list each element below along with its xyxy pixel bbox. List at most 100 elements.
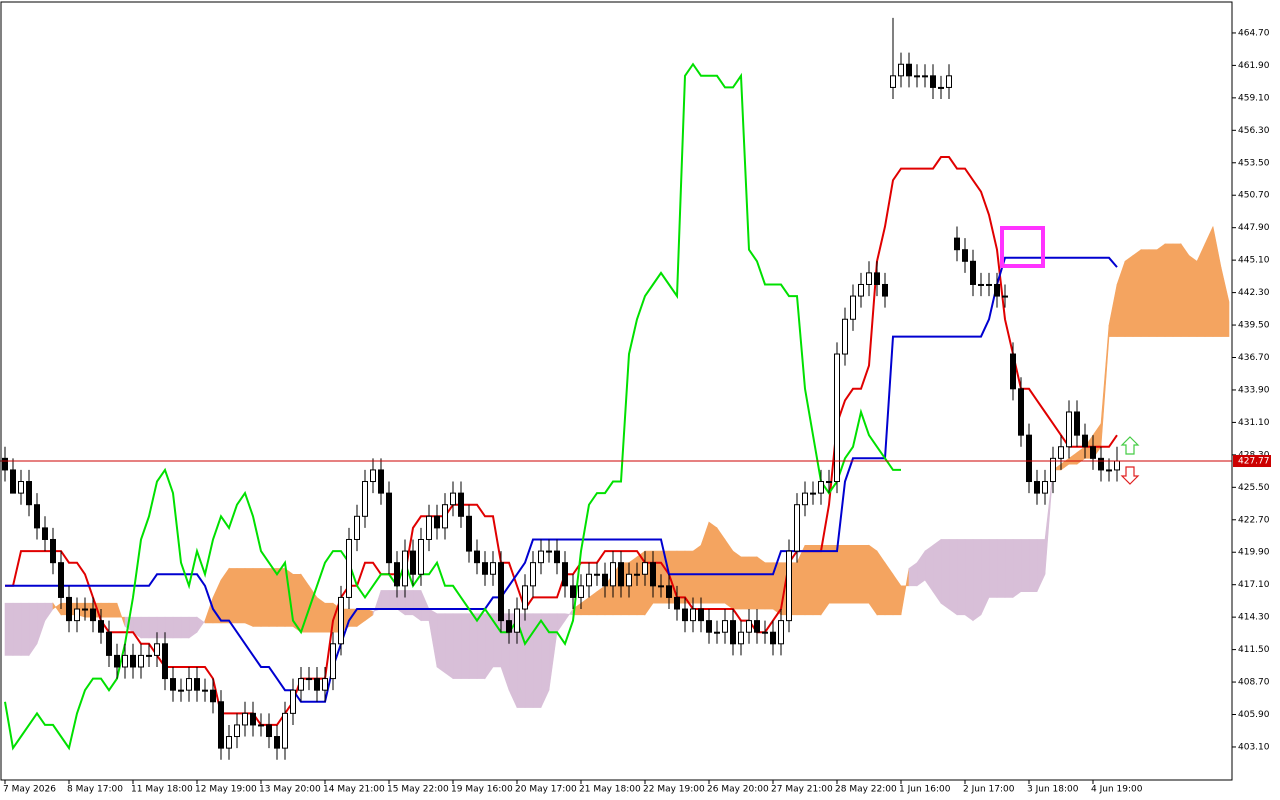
cloud-segment — [244, 568, 254, 627]
candle-body — [770, 631, 776, 645]
candle-body — [986, 283, 992, 286]
candle-body — [10, 469, 16, 494]
candle-body — [506, 620, 512, 633]
cloud-segment — [460, 613, 470, 679]
x-tick-label: 22 May 19:00 — [643, 785, 705, 795]
cloud-segment — [476, 613, 486, 679]
candle-body — [354, 515, 360, 540]
candle-body — [658, 585, 664, 588]
cloud-segment — [708, 521, 718, 604]
candle-body — [1106, 469, 1112, 472]
candle-body — [810, 492, 816, 495]
cloud-segment — [180, 616, 190, 639]
x-tick-label: 2 Jun 17:00 — [963, 785, 1015, 795]
candle-body — [290, 689, 296, 714]
candle-body — [114, 654, 120, 668]
candle-body — [450, 492, 456, 506]
cloud-segment — [1148, 249, 1158, 337]
candle-body — [130, 654, 136, 668]
cloud-segment — [804, 544, 814, 616]
candle-body — [362, 481, 368, 517]
cloud-segment — [1124, 254, 1134, 337]
cloud-segment — [972, 539, 982, 622]
cloud-segment — [716, 526, 726, 604]
candle-body — [186, 678, 192, 691]
candle-body — [178, 689, 184, 692]
x-tick-label: 19 May 16:00 — [451, 785, 513, 795]
cloud-segment — [1204, 226, 1214, 337]
candle-body — [762, 631, 768, 634]
candle-body — [274, 736, 280, 749]
candle-body — [1114, 460, 1120, 471]
candle-body — [50, 538, 56, 564]
x-tick-label: 12 May 19:00 — [195, 785, 257, 795]
y-tick-label: 411.50 — [1238, 645, 1270, 655]
candle-body — [802, 492, 808, 506]
candle-body — [90, 608, 96, 622]
candle-body — [250, 712, 256, 726]
cloud-segment — [20, 602, 30, 656]
candle-body — [1050, 457, 1056, 483]
candle-body — [338, 596, 344, 645]
candle-body — [594, 573, 600, 576]
candle-body — [634, 573, 640, 576]
candle-body — [626, 573, 632, 587]
candle-body — [330, 643, 336, 680]
candle-body — [306, 678, 312, 681]
cloud-segment — [468, 613, 478, 679]
candle-body — [730, 620, 736, 645]
x-tick-label: 11 May 18:00 — [131, 785, 193, 795]
cloud-segment — [172, 616, 182, 639]
candle-body — [314, 678, 320, 691]
cloud-segment — [252, 568, 262, 627]
candle-body — [698, 608, 704, 622]
candle-body — [874, 272, 880, 285]
candle-body — [890, 75, 896, 88]
candle-body — [954, 237, 960, 251]
cloud-segment — [1156, 243, 1166, 337]
y-tick-label: 447.90 — [1238, 223, 1270, 233]
cloud-segment — [404, 590, 414, 616]
cloud-segment — [140, 616, 150, 639]
candle-body — [1082, 434, 1088, 448]
candle-body — [898, 63, 904, 77]
candle-body — [474, 550, 480, 564]
cloud-segment — [1028, 539, 1038, 592]
candle-body — [1034, 481, 1040, 494]
candle-body — [410, 550, 416, 575]
candle-body — [234, 724, 240, 738]
candle-body — [226, 736, 232, 749]
y-tick-label: 436.70 — [1238, 353, 1270, 363]
cloud-segment — [260, 568, 270, 627]
candle-body — [1018, 388, 1024, 436]
candle-body — [194, 678, 200, 691]
x-tick-label: 28 May 22:00 — [835, 785, 897, 795]
candle-body — [826, 481, 832, 484]
cloud-segment — [436, 613, 446, 674]
candle-body — [610, 562, 616, 587]
up-arrow — [1120, 436, 1140, 455]
cloud-segment — [732, 550, 742, 610]
candle-body — [650, 562, 656, 587]
candle-body — [922, 75, 928, 78]
candle-body — [242, 712, 248, 726]
x-tick-label: 1 Jun 16:00 — [899, 785, 951, 795]
cloud-segment — [148, 616, 158, 639]
y-tick-label: 405.90 — [1238, 710, 1270, 720]
y-tick-label: 417.10 — [1238, 580, 1270, 590]
indicator-line — [5, 156, 1118, 726]
candle-body — [970, 260, 976, 285]
cloud-segment — [844, 544, 854, 604]
y-tick-label: 422.70 — [1238, 515, 1270, 525]
candle-body — [202, 689, 208, 692]
cloud-segment — [868, 544, 878, 616]
cloud-segment — [964, 539, 974, 622]
cloud-segment — [380, 590, 390, 610]
candle-body — [498, 562, 504, 622]
candle-body — [402, 550, 408, 587]
candle-body — [834, 353, 840, 483]
y-tick-label: 450.70 — [1238, 191, 1270, 201]
cloud-segment — [1180, 242, 1190, 337]
candle-body — [1010, 353, 1016, 390]
